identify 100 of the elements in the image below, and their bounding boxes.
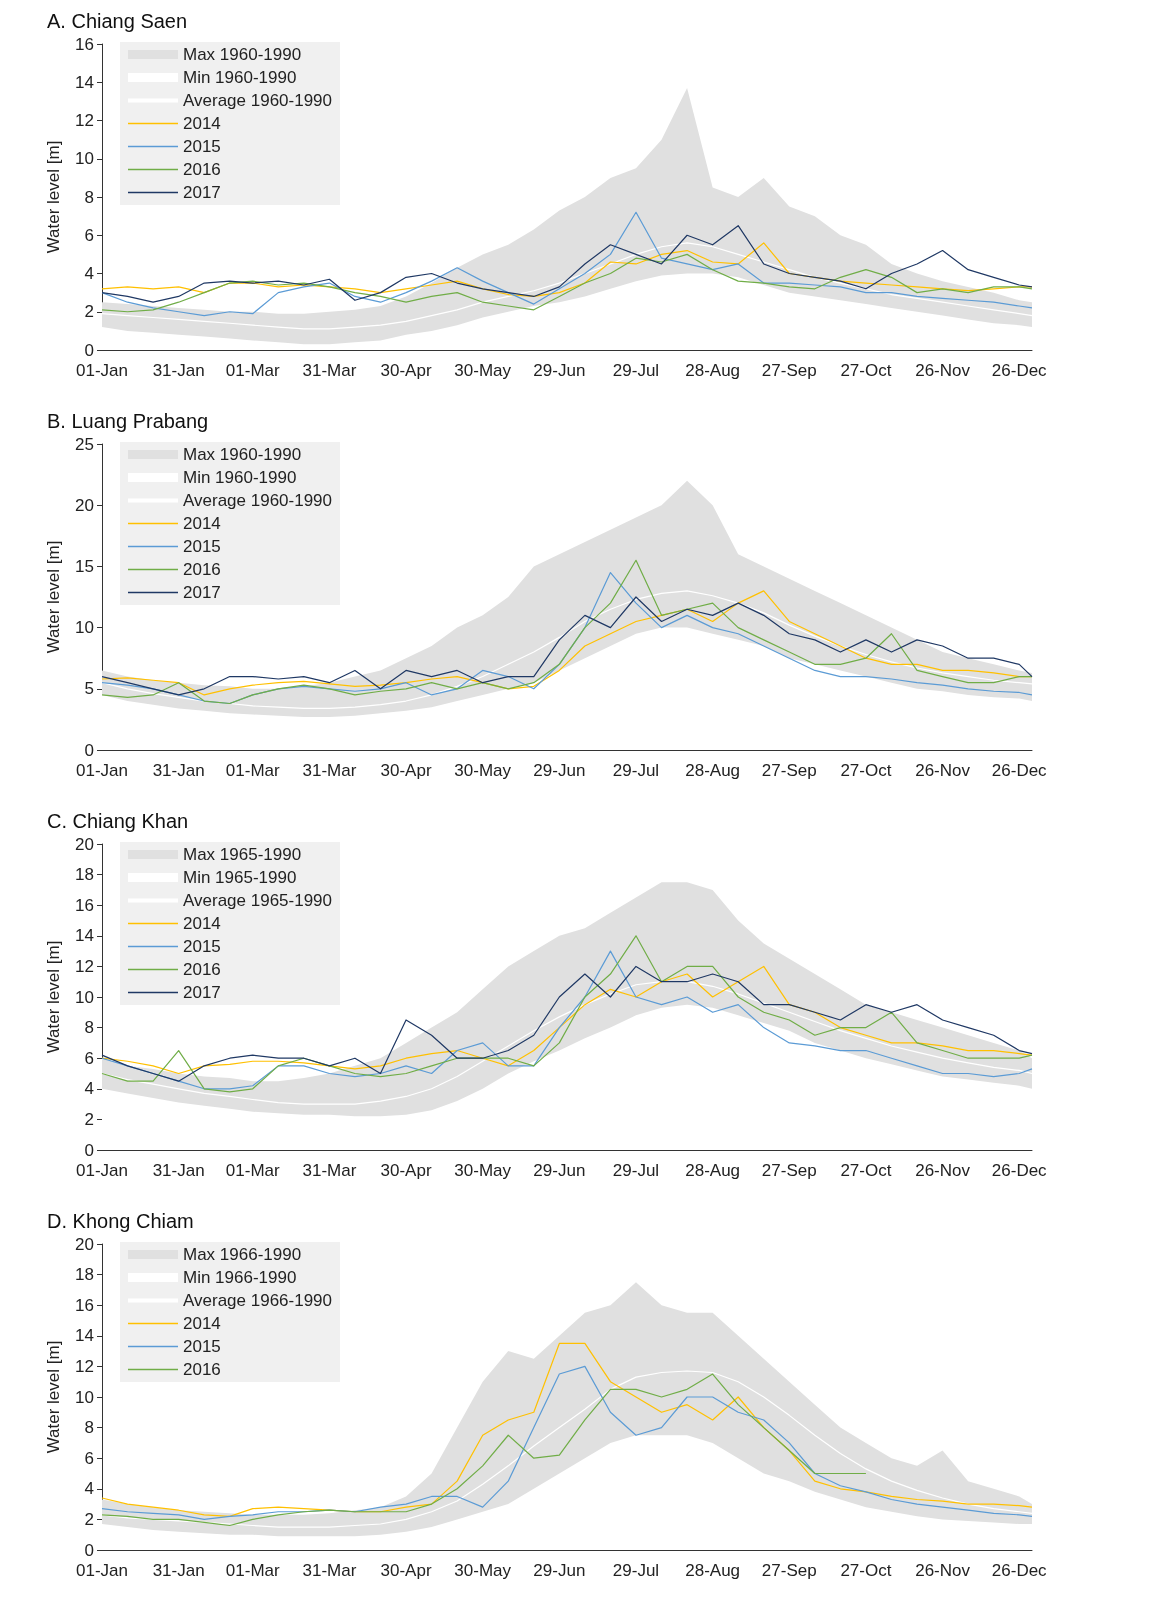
x-tick-label: 28-Aug xyxy=(685,1161,741,1180)
x-tick-label: 28-Aug xyxy=(685,361,741,380)
chart-title: A. Chiang Saen xyxy=(47,10,188,32)
x-tick-label: 01-Mar xyxy=(225,761,280,780)
legend-label: Max 1965-1990 xyxy=(183,845,302,864)
y-axis-title: Water level [m] xyxy=(44,540,63,654)
x-tick-label: 29-Jun xyxy=(533,1161,586,1180)
x-tick-label: 30-May xyxy=(454,1561,512,1580)
x-tick-label: 29-Jun xyxy=(533,761,586,780)
y-tick-label: 10 xyxy=(75,1387,94,1407)
x-tick-label: 01-Mar xyxy=(225,1161,280,1180)
y-tick-label: 12 xyxy=(75,956,94,976)
x-tick-label: 30-Apr xyxy=(380,1161,432,1180)
legend-label: 2015 xyxy=(183,1337,221,1356)
y-tick-label: 2 xyxy=(84,302,94,322)
legend-label: 2014 xyxy=(183,114,221,133)
x-tick-label: 01-Jan xyxy=(76,761,128,780)
x-tick-label: 29-Jul xyxy=(612,1161,660,1180)
y-tick-label: 10 xyxy=(75,149,94,169)
y-tick-label: 12 xyxy=(75,1356,94,1376)
legend-label: 2015 xyxy=(183,137,221,156)
legend-label: 2015 xyxy=(183,937,221,956)
x-tick-label: 29-Jul xyxy=(612,1561,660,1580)
y-tick-label: 2 xyxy=(84,1109,94,1129)
x-tick-label: 28-Aug xyxy=(685,1561,741,1580)
x-tick-label: 31-Mar xyxy=(302,361,357,380)
legend-label: Min 1966-1990 xyxy=(183,1268,297,1287)
y-tick-label: 14 xyxy=(75,926,94,946)
y-tick-label: 4 xyxy=(84,264,94,283)
legend-label: 2017 xyxy=(183,183,221,202)
legend-label: Min 1960-1990 xyxy=(183,68,297,87)
y-tick-label: 15 xyxy=(75,556,94,576)
legend-label: Average 1960-1990 xyxy=(183,491,333,510)
y-tick-label: 20 xyxy=(75,495,94,515)
chart-title: D. Khong Chiam xyxy=(47,1210,194,1232)
y-tick-label: 0 xyxy=(84,1540,94,1560)
y-tick-label: 4 xyxy=(84,1079,94,1099)
y-tick-label: 0 xyxy=(84,340,94,360)
legend-label: 2014 xyxy=(183,1314,221,1333)
x-tick-label: 27-Oct xyxy=(840,1561,892,1580)
y-tick-label: 10 xyxy=(75,987,94,1007)
x-tick-label: 27-Sep xyxy=(761,1161,817,1180)
legend-label: Max 1960-1990 xyxy=(183,45,302,64)
legend-label: Max 1960-1990 xyxy=(183,445,302,464)
x-tick-label: 01-Jan xyxy=(76,1161,128,1180)
x-tick-label: 31-Mar xyxy=(302,1561,357,1580)
legend-label: 2016 xyxy=(183,560,221,579)
x-tick-label: 26-Dec xyxy=(991,361,1048,380)
y-tick-label: 8 xyxy=(84,187,94,207)
y-tick-label: 0 xyxy=(84,740,94,760)
y-axis-title: Water level [m] xyxy=(44,940,63,1054)
y-tick-label: 6 xyxy=(84,225,94,245)
legend-label: 2015 xyxy=(183,537,221,556)
y-tick-label: 5 xyxy=(84,679,94,699)
y-tick-label: 8 xyxy=(84,1418,94,1438)
x-tick-label: 01-Jan xyxy=(76,1561,128,1580)
y-tick-label: 20 xyxy=(75,834,94,854)
y-tick-label: 16 xyxy=(75,1295,94,1315)
x-tick-label: 26-Nov xyxy=(915,361,971,380)
legend-label: 2014 xyxy=(183,914,221,933)
x-tick-label: 30-May xyxy=(454,1161,512,1180)
x-tick-label: 30-May xyxy=(454,361,512,380)
x-tick-label: 01-Mar xyxy=(225,1561,280,1580)
x-tick-label: 27-Oct xyxy=(840,1161,892,1180)
y-tick-label: 10 xyxy=(75,618,94,638)
legend-label: Average 1966-1990 xyxy=(183,1291,333,1310)
x-tick-label: 29-Jun xyxy=(533,361,586,380)
chart-title: B. Luang Prabang xyxy=(47,410,209,432)
y-tick-label: 8 xyxy=(84,1018,94,1038)
x-tick-label: 31-Jan xyxy=(152,361,205,380)
y-tick-label: 25 xyxy=(75,434,94,454)
x-tick-label: 31-Jan xyxy=(152,761,205,780)
x-tick-label: 27-Oct xyxy=(840,761,892,780)
x-tick-label: 27-Sep xyxy=(761,361,817,380)
x-tick-label: 26-Nov xyxy=(915,761,971,780)
legend-label: 2014 xyxy=(183,514,221,533)
legend-label: 2016 xyxy=(183,1360,221,1379)
y-tick-label: 0 xyxy=(84,1140,94,1160)
y-tick-label: 2 xyxy=(84,1509,94,1529)
x-tick-label: 30-May xyxy=(454,761,512,780)
legend-label: 2016 xyxy=(183,160,221,179)
x-tick-label: 26-Dec xyxy=(991,761,1048,780)
x-tick-label: 31-Mar xyxy=(302,1161,357,1180)
legend-label: 2016 xyxy=(183,960,221,979)
y-tick-label: 16 xyxy=(75,895,94,915)
x-tick-label: 27-Sep xyxy=(761,761,817,780)
legend-label: Max 1966-1990 xyxy=(183,1245,302,1264)
chart-title: C. Chiang Khan xyxy=(47,810,189,832)
x-tick-label: 26-Dec xyxy=(991,1161,1048,1180)
x-tick-label: 29-Jul xyxy=(612,361,660,380)
x-tick-label: 29-Jun xyxy=(533,1561,586,1580)
legend-label: Min 1960-1990 xyxy=(183,468,297,487)
y-tick-label: 6 xyxy=(84,1448,94,1468)
y-tick-label: 14 xyxy=(75,72,94,92)
x-tick-label: 31-Mar xyxy=(302,761,357,780)
x-tick-label: 29-Jul xyxy=(612,761,660,780)
x-tick-label: 31-Jan xyxy=(152,1561,205,1580)
y-tick-label: 18 xyxy=(75,865,94,885)
x-tick-label: 27-Sep xyxy=(761,1561,817,1580)
y-tick-label: 6 xyxy=(84,1048,94,1068)
